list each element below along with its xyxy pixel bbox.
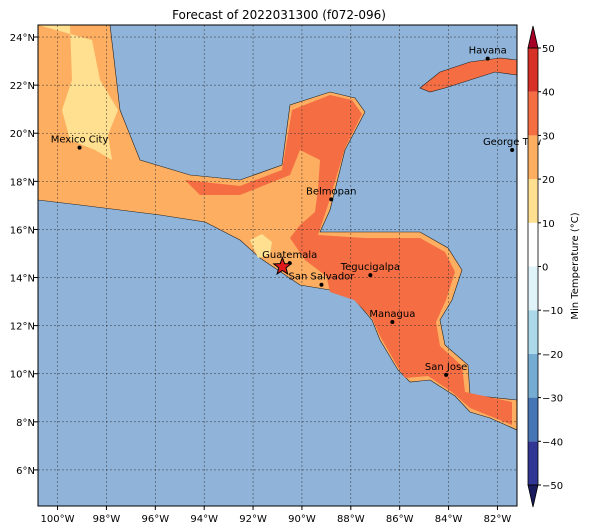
lat-tick-label: 10°N — [10, 370, 35, 381]
colorbar: −50 −40 −30 −20 −10 0 10 20 30 40 50 Min Temperatu… — [527, 25, 581, 508]
colorbar-bin — [528, 48, 538, 92]
city-label: George Tow — [483, 137, 541, 148]
map-frame — [37, 24, 518, 507]
land-cool-mexico — [38, 25, 118, 160]
colorbar-tick-label: −40 — [542, 437, 563, 448]
city-label: San Salvador — [289, 272, 356, 283]
land-cuba — [419, 57, 517, 93]
lat-ticks: 6°N 8°N 10°N 12°N 14°N 16°N 18°N 20°N 22°N 24°N — [10, 33, 38, 477]
city-label: San Jose — [425, 362, 467, 373]
colorbar-tick-label: 10 — [542, 219, 555, 230]
colorbar-tick-label: −30 — [542, 394, 563, 405]
colorbar-tick-label: 40 — [542, 88, 555, 99]
colorbar-bin — [528, 266, 538, 311]
city-dot — [329, 197, 334, 202]
lat-tick-label: 22°N — [10, 81, 35, 92]
colorbar-tick-label: 20 — [542, 175, 555, 186]
city-label: Belmopan — [306, 186, 356, 197]
forecast-location-marker — [272, 256, 293, 276]
city-label: Havana — [469, 46, 507, 57]
lon-tick-label: 92°W — [239, 514, 267, 525]
colorbar-extend-max — [527, 25, 539, 49]
colorbar-bin — [528, 91, 538, 136]
colorbar-bin — [528, 441, 538, 485]
star-icon — [272, 256, 293, 276]
colorbar-label: Min Temperature (°C) — [570, 212, 581, 319]
colorbar-tick-label: −50 — [542, 481, 563, 492]
lon-tick-label: 82°W — [484, 514, 512, 525]
city-dot — [368, 273, 373, 278]
lat-tick-label: 16°N — [10, 225, 35, 236]
colorbar-tick-label: 0 — [542, 263, 548, 274]
lat-tick-label: 12°N — [10, 322, 35, 333]
colorbar-bin — [528, 135, 538, 180]
city-dot — [444, 372, 449, 377]
city-dot — [510, 148, 515, 153]
land-warm-band — [185, 95, 512, 425]
lat-tick-label: 20°N — [10, 129, 35, 140]
lon-tick-label: 86°W — [386, 514, 414, 525]
lat-tick-label: 18°N — [10, 177, 35, 188]
colorbar-bin — [528, 222, 538, 267]
lon-ticks: 100°W 98°W 96°W 94°W 92°W 90°W 88°W 86°W 84°W 82°… — [41, 506, 512, 525]
colorbar-bin — [528, 179, 538, 223]
colorbar-bin — [528, 353, 538, 398]
lon-tick-label: 96°W — [141, 514, 169, 525]
city-dot — [77, 145, 82, 150]
lon-tick-label: 90°W — [288, 514, 316, 525]
lat-tick-label: 14°N — [10, 274, 35, 285]
colorbar-tick-label: −20 — [542, 350, 563, 361]
city-markers: Mexico City Havana George Tow Belmopan Guate… — [51, 46, 541, 377]
colorbar-bin — [528, 310, 538, 354]
city-label: Managua — [369, 309, 415, 320]
colorbar-tick-label: −10 — [542, 306, 563, 317]
graticule — [38, 25, 517, 506]
city-label: Tegucigalpa — [340, 262, 400, 273]
figure-title: Forecast of 2022031300 (f072-096) — [172, 8, 386, 22]
lon-tick-label: 100°W — [41, 514, 75, 525]
city-dot — [390, 320, 395, 325]
lon-tick-label: 98°W — [93, 514, 121, 525]
lat-tick-label: 24°N — [10, 33, 35, 44]
colorbar-extend-min — [527, 484, 539, 508]
city-dot — [485, 56, 490, 61]
city-label: Mexico City — [51, 135, 109, 146]
lon-tick-label: 84°W — [435, 514, 463, 525]
colorbar-tick-label: 30 — [542, 131, 555, 142]
colorbar-tick-label: 50 — [542, 44, 555, 55]
lat-tick-label: 6°N — [16, 466, 35, 477]
city-label: Guatemala — [262, 250, 317, 261]
lon-tick-label: 94°W — [190, 514, 218, 525]
lat-tick-label: 8°N — [16, 418, 35, 429]
city-dot — [319, 282, 324, 287]
lon-tick-label: 88°W — [337, 514, 365, 525]
map-panel: 100°W 98°W 96°W 94°W 92°W 90°W 88°W 86°W 84°W 82°… — [10, 24, 541, 525]
land-cool-guatemala — [250, 234, 272, 258]
colorbar-bin — [528, 397, 538, 442]
